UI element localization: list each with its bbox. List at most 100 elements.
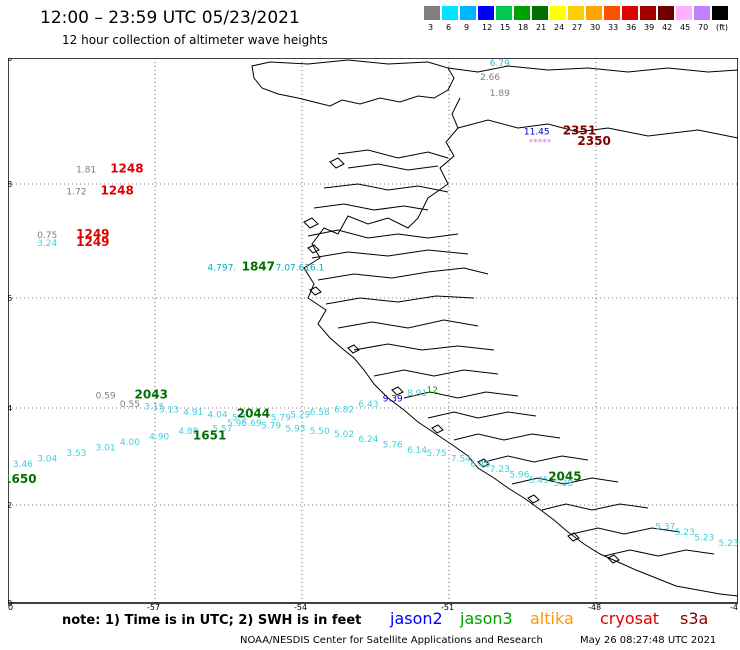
wave-height-label: 6.14: [407, 446, 427, 456]
color-scale-swatch: [622, 6, 638, 20]
wave-height-label: 3.13: [159, 405, 179, 415]
wave-height-label: 5.69: [242, 419, 262, 429]
observation-time-label: 2044: [237, 407, 270, 421]
color-scale-label: 18: [518, 23, 529, 32]
color-scale-label: 21: [536, 23, 547, 32]
wave-height-label: 6.48: [470, 460, 490, 470]
color-scale-label: 39: [644, 23, 655, 32]
wave-height-label: 4.00: [120, 438, 140, 448]
page-title: 12:00 – 23:59 UTC 05/23/2021: [40, 8, 300, 28]
wave-height-label: 5.57: [212, 424, 232, 434]
wave-height-label: 4.88: [178, 427, 198, 437]
color-scale-label: 36: [626, 23, 637, 32]
longitude-label: -60: [8, 603, 13, 612]
color-scale-label: 24: [554, 23, 565, 32]
observation-time-label: 1651: [193, 429, 226, 443]
map-frame: [8, 58, 738, 604]
wave-height-label: 11.45: [524, 127, 550, 137]
color-scale-swatch: [424, 6, 440, 20]
color-scale-label: (ft): [716, 23, 729, 32]
color-scale-swatch: [676, 6, 692, 20]
latitude-label: 60: [8, 599, 12, 608]
wave-height-label: 6.58: [310, 408, 330, 418]
wave-height-label: 5.02: [334, 430, 354, 440]
wave-height-label: 4.04: [208, 411, 228, 421]
wave-height-label: 6.43: [358, 400, 378, 410]
longitude-label: -45: [730, 603, 738, 612]
satellite-legend-jason3: jason3: [460, 609, 513, 628]
wave-height-label: 5.93: [285, 424, 305, 434]
color-scale-swatch: [532, 6, 548, 20]
wave-height-label: 1.72: [66, 187, 86, 197]
color-scale-swatch: [586, 6, 602, 20]
wave-height-label: 6.79: [490, 59, 510, 69]
wave-height-label: 5.29: [290, 411, 310, 421]
wave-height-label: 3.01: [96, 443, 116, 453]
observation-time-label: 1248: [100, 183, 133, 197]
observation-time-label: 2043: [135, 388, 168, 402]
note-text: note: 1) Time is in UTC; 2) SWH is in fe…: [62, 613, 362, 628]
satellite-legend-altika: altika: [530, 609, 574, 628]
wave-height-label: 8.91: [407, 389, 427, 399]
wave-height-label: 7.23: [490, 465, 510, 475]
observation-time-label: 1650: [8, 472, 37, 486]
wave-height-label: 7.07.616.1: [276, 264, 325, 274]
satellite-legend-jason2: jason2: [390, 609, 443, 628]
footer-timestamp: May 26 08:27:48 UTC 2021: [580, 635, 717, 646]
wave-height-label: 4.91: [183, 408, 203, 418]
color-scale-swatch: [442, 6, 458, 20]
wave-height-label: 0.59: [96, 392, 116, 402]
color-scale-swatch: [604, 6, 620, 20]
wave-height-label: 1.81: [76, 165, 96, 175]
wave-height-label: 5.79: [271, 413, 291, 423]
wave-height-label: 3.04: [37, 454, 57, 464]
greenland-coastline: [251, 59, 738, 597]
color-scale-label: 3: [428, 23, 434, 32]
observation-time-label: 1847: [242, 260, 275, 274]
wave-height-label: *****: [529, 138, 552, 148]
color-scale-swatch: [478, 6, 494, 20]
wave-height-label: 5.23: [694, 533, 714, 543]
wave-height-label: 6.24: [358, 435, 378, 445]
latitude-label: 62: [8, 501, 12, 510]
longitude-label: -48: [588, 603, 601, 612]
latitude-label: 66: [8, 294, 12, 303]
wave-height-observations: 6.79 2.66 1.89 11.45 2351 ***** 2350 1.81 1248 1.…: [8, 59, 738, 549]
wave-height-label: 5.76: [383, 441, 403, 451]
page-subtitle: 12 hour collection of altimeter wave hei…: [62, 33, 328, 47]
wave-height-label: 5.23: [719, 539, 738, 549]
wave-height-label: 2.49: [8, 465, 9, 475]
wave-height-label: 6.82: [334, 405, 354, 415]
wave-height-label: 5.3: [232, 413, 246, 423]
wave-height-label: 3.53: [66, 449, 86, 459]
wave-height-label: 1.89: [490, 89, 510, 99]
longitude-labels: -60 -57 -54 -51 -48 -45: [8, 603, 738, 612]
wave-height-label: 4.90: [149, 433, 169, 443]
wave-height-label: 4.797.: [208, 264, 237, 274]
color-scale-label: 30: [590, 23, 601, 32]
wave-height-label: 0.55: [120, 400, 140, 410]
satellite-legend-s3a: s3a: [680, 609, 709, 628]
color-scale-label: 27: [572, 23, 583, 32]
wave-height-label: 3.24: [37, 239, 57, 249]
wave-height-label: 2.66: [480, 73, 500, 83]
color-scale-swatch: [658, 6, 674, 20]
wave-height-label: 5.38: [553, 479, 573, 489]
wave-height-label: 5.37: [655, 522, 675, 532]
observation-time-label: 2350: [577, 134, 610, 148]
wave-height-label: 3.15: [144, 403, 164, 413]
color-scale-label: 42: [662, 23, 673, 32]
observation-time-label: 1249: [76, 227, 109, 241]
color-scale-swatch: [712, 6, 728, 20]
observation-time-label: 2351: [563, 123, 596, 137]
longitude-label: -54: [294, 603, 307, 612]
observation-time-label: 1248: [110, 161, 143, 175]
color-scale-swatch: [460, 6, 476, 20]
longitude-label: -57: [147, 603, 160, 612]
color-scale-label: 9: [464, 23, 470, 32]
wave-height-label: 5.50: [310, 427, 330, 437]
footer-credit: NOAA/NESDIS Center for Satellite Applica…: [240, 635, 543, 646]
wave-height-map: 70 68 66 64 62 60 -60 -57 -54 -51 -48 -45 6.79 2.66…: [8, 58, 738, 612]
observation-time-label: 1249: [76, 235, 109, 249]
color-scale-label: 33: [608, 23, 619, 32]
